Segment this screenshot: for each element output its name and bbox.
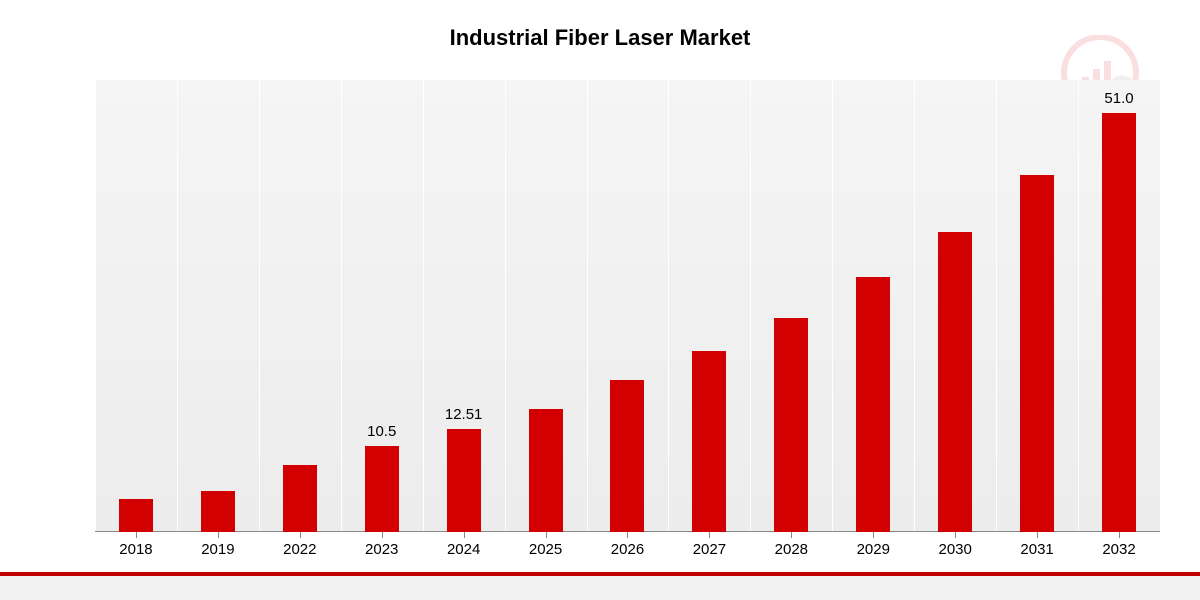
x-label: 2023 [341,541,423,558]
bar-2031 [1020,175,1054,532]
x-label: 2028 [750,541,832,558]
x-label: 2031 [996,541,1078,558]
bar-2019 [201,491,235,532]
x-tick [955,532,956,538]
bar-2032 [1102,113,1136,532]
x-label: 2026 [587,541,669,558]
x-tick [546,532,547,538]
bar-value-label: 51.0 [1104,90,1133,107]
bar-2026 [610,380,644,532]
x-tick [791,532,792,538]
x-labels: 2018201920222023202420252026202720282029… [95,541,1160,558]
bar-slot [177,80,259,532]
x-label: 2029 [832,541,914,558]
x-tick [218,532,219,538]
plot-area: 10.5 12.51 51.0 [95,80,1160,532]
bar-2023 [365,446,399,532]
x-label: 2030 [914,541,996,558]
bar-slot: 12.51 [423,80,505,532]
x-tick [1119,532,1120,538]
bottom-band [0,572,1200,600]
bar-2029 [856,277,890,532]
bar-2022 [283,465,317,532]
bar-slot: 51.0 [1078,80,1160,532]
x-tick [873,532,874,538]
x-label: 2025 [505,541,587,558]
bar-value-label: 12.51 [445,406,483,423]
bar-2018 [119,499,153,532]
bars-row: 10.5 12.51 51.0 [95,80,1160,532]
x-tick [300,532,301,538]
x-tick [709,532,710,538]
bar-2028 [774,318,808,532]
x-tick [1037,532,1038,538]
bar-slot [95,80,177,532]
x-tick [464,532,465,538]
x-label: 2022 [259,541,341,558]
chart-title: Industrial Fiber Laser Market [450,25,751,51]
bar-2030 [938,232,972,532]
bar-slot: 10.5 [341,80,423,532]
bar-2027 [692,351,726,532]
bar-slot [668,80,750,532]
x-label: 2024 [423,541,505,558]
bar-slot [914,80,996,532]
bar-slot [259,80,341,532]
bar-value-label: 10.5 [367,423,396,440]
bar-slot [587,80,669,532]
bar-slot [996,80,1078,532]
bar-2025 [529,409,563,532]
gridline [1160,80,1161,532]
bar-slot [750,80,832,532]
bar-slot [832,80,914,532]
x-label: 2018 [95,541,177,558]
chart-container: Industrial Fiber Laser Market Market Val… [0,0,1200,600]
x-label: 2032 [1078,541,1160,558]
x-tick [136,532,137,538]
x-label: 2027 [668,541,750,558]
x-label: 2019 [177,541,259,558]
bar-slot [505,80,587,532]
x-tick [382,532,383,538]
x-tick [627,532,628,538]
bar-2024 [447,429,481,532]
